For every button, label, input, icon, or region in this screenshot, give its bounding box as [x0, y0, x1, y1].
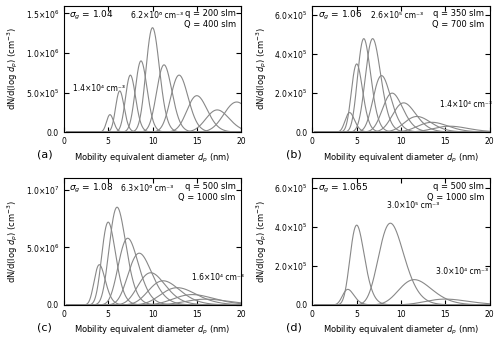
- Text: 1.4×10⁴ cm⁻³: 1.4×10⁴ cm⁻³: [440, 100, 492, 109]
- Text: (b): (b): [286, 149, 302, 159]
- Text: 1.4×10⁴ cm⁻³: 1.4×10⁴ cm⁻³: [73, 84, 125, 93]
- Text: q = 500 slm
Q = 1000 slm: q = 500 slm Q = 1000 slm: [427, 182, 484, 202]
- Text: (c): (c): [38, 322, 52, 332]
- Text: q = 200 slm
Q = 400 slm: q = 200 slm Q = 400 slm: [184, 9, 236, 29]
- X-axis label: Mobility equivalent diameter $d_p$ (nm): Mobility equivalent diameter $d_p$ (nm): [74, 324, 231, 338]
- Text: 3.0×10⁵ cm⁻³: 3.0×10⁵ cm⁻³: [387, 201, 439, 210]
- Text: 1.6×10⁴ cm⁻³: 1.6×10⁴ cm⁻³: [192, 273, 244, 282]
- Text: q = 500 slm
Q = 1000 slm: q = 500 slm Q = 1000 slm: [178, 182, 236, 202]
- Y-axis label: dN/d(log $d_p$) (cm$^{-3}$): dN/d(log $d_p$) (cm$^{-3}$): [6, 27, 20, 110]
- X-axis label: Mobility equivalent diameter $d_p$ (nm): Mobility equivalent diameter $d_p$ (nm): [74, 152, 231, 165]
- Text: (a): (a): [38, 149, 53, 159]
- Text: q = 350 slm
Q = 700 slm: q = 350 slm Q = 700 slm: [432, 9, 484, 29]
- Text: $\sigma_g$ = 1.04: $\sigma_g$ = 1.04: [69, 9, 114, 22]
- Y-axis label: dN/d(log $d_p$) (cm$^{-3}$): dN/d(log $d_p$) (cm$^{-3}$): [6, 200, 20, 283]
- X-axis label: Mobility equivalent diameter $d_p$ (nm): Mobility equivalent diameter $d_p$ (nm): [323, 324, 479, 338]
- Text: $\sigma_g$ = 1.08: $\sigma_g$ = 1.08: [69, 182, 114, 196]
- Text: 6.3×10⁶ cm⁻³: 6.3×10⁶ cm⁻³: [120, 184, 173, 192]
- Y-axis label: dN/d(log $d_p$) (cm$^{-3}$): dN/d(log $d_p$) (cm$^{-3}$): [254, 200, 269, 283]
- X-axis label: Mobility equivalent diameter $d_p$ (nm): Mobility equivalent diameter $d_p$ (nm): [323, 152, 479, 165]
- Text: $\sigma_g$ = 1.065: $\sigma_g$ = 1.065: [318, 182, 368, 196]
- Text: $\sigma_g$ = 1.06: $\sigma_g$ = 1.06: [318, 9, 362, 22]
- Text: 2.6×10⁵ cm⁻³: 2.6×10⁵ cm⁻³: [371, 11, 423, 20]
- Text: 3.0×10⁴ cm⁻³: 3.0×10⁴ cm⁻³: [436, 267, 488, 276]
- Y-axis label: dN/d(log $d_p$) (cm$^{-3}$): dN/d(log $d_p$) (cm$^{-3}$): [254, 27, 269, 110]
- Text: 6.2×10⁶ cm⁻³: 6.2×10⁶ cm⁻³: [132, 11, 184, 20]
- Text: (d): (d): [286, 322, 302, 332]
